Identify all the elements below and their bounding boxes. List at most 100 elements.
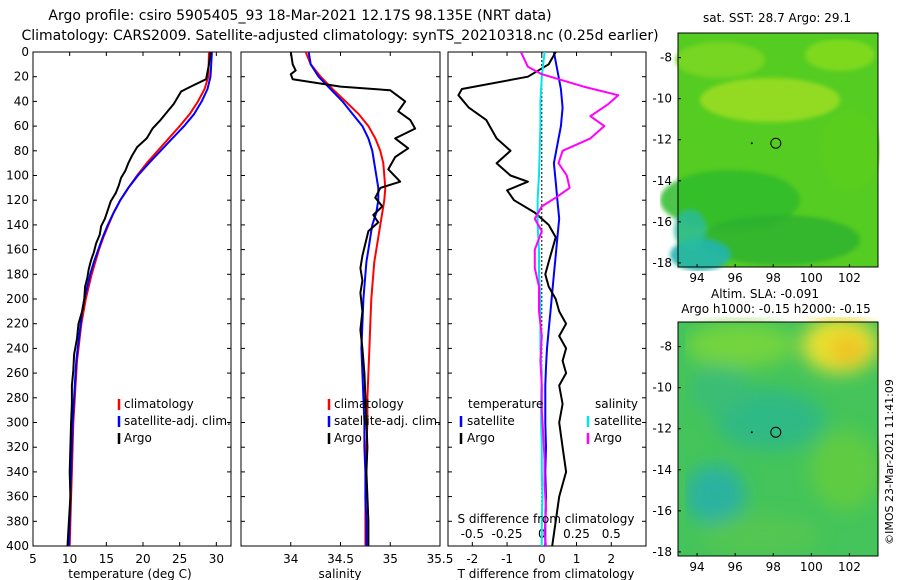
sla-argo-marker xyxy=(750,426,782,438)
map-x-tick-label: 102 xyxy=(838,560,861,574)
map-x-tick-label: 94 xyxy=(689,271,704,285)
y-tick-label: 300 xyxy=(6,416,29,430)
series-line-s-argo xyxy=(519,52,620,546)
map-y-tick-label: -18 xyxy=(652,545,672,559)
map-y-tick-label: -16 xyxy=(652,215,672,229)
x-tick-label: 0 xyxy=(538,552,546,566)
sla-map-subtitle: Argo h1000: -0.15 h2000: -0.15 xyxy=(681,302,871,316)
sla-map-axes: 94 96 98 100 102 -8 -10 -12 -14 -16 -18 xyxy=(652,340,860,574)
map-y-tick-label: -18 xyxy=(652,256,672,270)
series-line-climatology xyxy=(68,52,210,546)
y-tick-label: 320 xyxy=(6,440,29,454)
legend-label-satellite: satellite-adj. clim. xyxy=(334,414,441,428)
argo-position-dot xyxy=(750,142,753,145)
difference-xlabel: T difference from climatology xyxy=(457,567,635,580)
x-tick-label: 15 xyxy=(99,552,114,566)
map-y-tick-label: -12 xyxy=(652,422,672,436)
map-y-tick-label: -16 xyxy=(652,504,672,518)
series-line-satellite-adj-clim- xyxy=(307,52,380,546)
x-tick-label: 34 xyxy=(283,552,298,566)
series-line-argo xyxy=(289,52,417,546)
series-line-satellite-adj-clim- xyxy=(67,52,213,546)
y-tick-label: 140 xyxy=(6,218,29,232)
legend-label-s-satellite: satellite xyxy=(594,414,642,428)
y-tick-label: 340 xyxy=(6,465,29,479)
series-line-s-satellite xyxy=(536,52,546,546)
y-tick-label: 360 xyxy=(6,490,29,504)
map-x-tick-label: 100 xyxy=(800,560,823,574)
x-tick-label: 1 xyxy=(573,552,581,566)
y-tick-label: 160 xyxy=(6,243,29,257)
series-line-t-satellite xyxy=(544,52,564,546)
y-tick-label: 80 xyxy=(14,144,29,158)
map-y-tick-label: -14 xyxy=(652,174,672,188)
legend-label-satellite: satellite-adj. clim. xyxy=(124,414,231,428)
map-x-tick-label: 96 xyxy=(728,271,743,285)
salinity-xlabel: salinity xyxy=(318,567,361,580)
map-x-tick-label: 102 xyxy=(838,271,861,285)
secondary-x-tick-label: 0.25 xyxy=(563,527,590,541)
title-line-2: Climatology: CARS2009. Satellite-adjuste… xyxy=(21,28,658,44)
x-axes: 5 10 15 20 25 30 34 34.5 35 35.5 -2 -1 0 1 2 -0.5 -0.25 0… xyxy=(29,52,621,566)
y-tick-label: 60 xyxy=(14,119,29,133)
series-line-argo xyxy=(66,52,212,546)
temperature-xlabel: temperature (deg C) xyxy=(68,567,191,580)
map-x-tick-label: 94 xyxy=(689,560,704,574)
x-tick-label: 25 xyxy=(172,552,187,566)
map-y-tick-label: -14 xyxy=(652,463,672,477)
legend-label-t-satellite: satellite xyxy=(467,414,515,428)
x-tick-label: 10 xyxy=(62,552,77,566)
salinity-plot-frame xyxy=(240,51,441,547)
y-tick-label: 220 xyxy=(6,317,29,331)
x-tick-label: -1 xyxy=(501,552,513,566)
footer-credit: ©IMOS 23-Mar-2021 11:41:09 xyxy=(883,379,896,545)
map-x-tick-label: 98 xyxy=(766,560,781,574)
map-x-tick-label: 96 xyxy=(728,560,743,574)
y-tick-label: 380 xyxy=(6,514,29,528)
difference-lines xyxy=(457,52,620,546)
legend-heading-temperature: temperature xyxy=(468,397,543,411)
difference-plot-frame xyxy=(447,51,647,547)
secondary-x-tick-label: -0.5 xyxy=(461,527,484,541)
y-tick-label: 120 xyxy=(6,193,29,207)
x-tick-label: -2 xyxy=(466,552,478,566)
secondary-x-tick-label: 0.5 xyxy=(602,527,621,541)
secondary-x-tick-label: -0.25 xyxy=(492,527,523,541)
temperature-plot-frame xyxy=(32,51,232,547)
x-tick-label: 34.5 xyxy=(327,552,354,566)
difference-legend: temperature salinity satellite Argo sate… xyxy=(459,397,642,445)
sla-heatmap xyxy=(677,317,880,557)
legend-heading-salinity: salinity xyxy=(595,397,638,411)
salinity-legend: climatology satellite-adj. clim. Argo xyxy=(327,397,441,445)
salinity-lines xyxy=(289,52,417,546)
y-tick-label: 100 xyxy=(6,169,29,183)
x-tick-label: 30 xyxy=(209,552,224,566)
argo-position-marker xyxy=(770,137,782,149)
y-tick-label: 280 xyxy=(6,391,29,405)
y-tick-label: 40 xyxy=(14,94,29,108)
map-x-tick-label: 100 xyxy=(800,271,823,285)
map-y-tick-label: -8 xyxy=(660,51,672,65)
x-tick-label: 20 xyxy=(135,552,150,566)
x-tick-label: 35 xyxy=(383,552,398,566)
series-line-t-argo xyxy=(457,52,568,546)
sst-heatmap xyxy=(660,32,880,271)
y-tick-label: 240 xyxy=(6,341,29,355)
y-tick-label: 200 xyxy=(6,292,29,306)
series-line-climatology xyxy=(304,52,387,546)
s-difference-xlabel: S difference from climatology xyxy=(458,512,635,526)
y-tick-label: 260 xyxy=(6,366,29,380)
sst-map-title: sat. SST: 28.7 Argo: 29.1 xyxy=(703,11,851,25)
y-tick-label: 0 xyxy=(21,45,29,59)
legend-label-climatology: climatology xyxy=(124,397,194,411)
map-x-tick-label: 98 xyxy=(766,271,781,285)
map-y-tick-label: -12 xyxy=(652,133,672,147)
legend-label-climatology: climatology xyxy=(334,397,404,411)
argo-position-marker xyxy=(770,426,782,438)
sst-argo-marker xyxy=(750,137,782,149)
legend-label-argo: Argo xyxy=(334,431,362,445)
sst-map-axes: 94 96 98 100 102 -8 -10 -12 -14 -16 -18 xyxy=(652,51,860,285)
x-tick-label: 5 xyxy=(29,552,37,566)
temperature-lines xyxy=(66,52,213,546)
